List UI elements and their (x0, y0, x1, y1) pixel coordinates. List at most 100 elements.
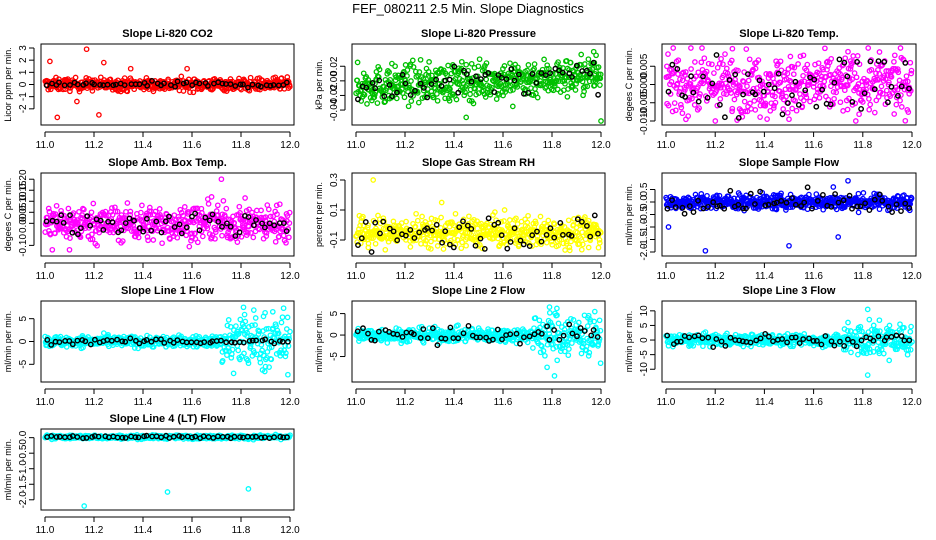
mean-point (895, 92, 901, 99)
y-tick-label: 5 (639, 322, 650, 328)
data-point (386, 69, 392, 76)
data-point (145, 237, 151, 244)
mean-point (266, 220, 273, 227)
data-point (894, 66, 901, 72)
data-point (223, 205, 230, 212)
mean-point (407, 92, 414, 98)
data-point (413, 210, 419, 217)
data-point (286, 83, 293, 90)
mean-point (393, 89, 400, 96)
outlier-point (438, 199, 445, 206)
panel-title: Slope Line 3 Flow (743, 285, 836, 297)
data-point (246, 206, 252, 213)
data-point (392, 63, 398, 70)
data-point (816, 70, 822, 77)
data-point (716, 60, 723, 67)
x-tick-label: 11.8 (232, 271, 251, 282)
data-point (830, 89, 837, 95)
data-point (565, 217, 572, 224)
data-point (473, 221, 479, 228)
data-point (855, 209, 862, 216)
mean-point (442, 228, 449, 235)
data-point (286, 220, 293, 226)
mean-point (827, 101, 834, 108)
data-point (593, 222, 599, 228)
mean-point (504, 245, 511, 252)
mean-point (526, 243, 533, 250)
data-point (852, 118, 859, 124)
data-point (703, 68, 710, 75)
data-point (729, 105, 736, 112)
mean-point (368, 249, 375, 255)
data-point (908, 70, 915, 77)
y-tick-label: 2 (18, 57, 29, 63)
data-point (408, 78, 414, 84)
data-point (415, 99, 422, 106)
mean-point (727, 187, 734, 194)
data-point (842, 55, 849, 62)
data-point (886, 79, 892, 86)
mean-point (91, 81, 98, 88)
mean-point (491, 89, 498, 96)
data-point (483, 76, 490, 83)
mean-point (674, 66, 681, 72)
x-tick-label: 11.6 (804, 271, 823, 282)
data-point (371, 94, 378, 101)
data-point (248, 230, 254, 236)
mean-point (690, 89, 697, 96)
data-point (235, 347, 242, 354)
data-point (430, 94, 437, 101)
data-point (664, 63, 670, 70)
mean-point (442, 77, 449, 84)
data-point (286, 209, 293, 216)
data-point (272, 238, 279, 245)
mean-point (261, 224, 268, 231)
data-point (127, 208, 134, 215)
data-point (376, 66, 383, 73)
data-point (507, 60, 513, 67)
data-point (854, 53, 861, 59)
x-tick-label: 11.4 (755, 271, 774, 282)
outlier-point (845, 177, 851, 184)
data-point (800, 72, 806, 79)
data-point (225, 317, 232, 323)
data-point (692, 59, 698, 65)
x-tick-label: 11.6 (494, 140, 513, 151)
data-point (757, 114, 763, 120)
data-point (180, 212, 187, 219)
data-point (372, 240, 379, 247)
mean-point (574, 216, 581, 223)
mean-point (231, 339, 238, 346)
data-point (139, 202, 145, 209)
mean-point (140, 228, 147, 235)
mean-point (56, 79, 62, 86)
data-point (688, 66, 694, 72)
mean-point (595, 230, 601, 237)
data-point (428, 238, 434, 245)
data-point (177, 206, 184, 213)
outlier-point (463, 114, 470, 121)
data-point (578, 246, 585, 253)
y-tick-label: -0.010 (639, 106, 650, 135)
outlier-point (74, 98, 80, 105)
data-point (677, 101, 684, 108)
data-point (442, 95, 448, 102)
data-point (804, 61, 811, 68)
mean-point (380, 218, 387, 225)
data-point (781, 69, 788, 76)
data-point (224, 234, 231, 241)
mean-point (560, 231, 566, 238)
data-point (747, 100, 753, 107)
mean-point (402, 232, 409, 239)
x-tick-label: 11.6 (183, 397, 202, 408)
plot-frame (40, 172, 295, 257)
mean-point (573, 62, 580, 69)
data-point (847, 66, 854, 72)
data-point (422, 241, 429, 247)
mean-point (688, 73, 694, 80)
mean-point (271, 222, 278, 229)
mean-point (516, 71, 522, 78)
data-point (712, 118, 719, 124)
